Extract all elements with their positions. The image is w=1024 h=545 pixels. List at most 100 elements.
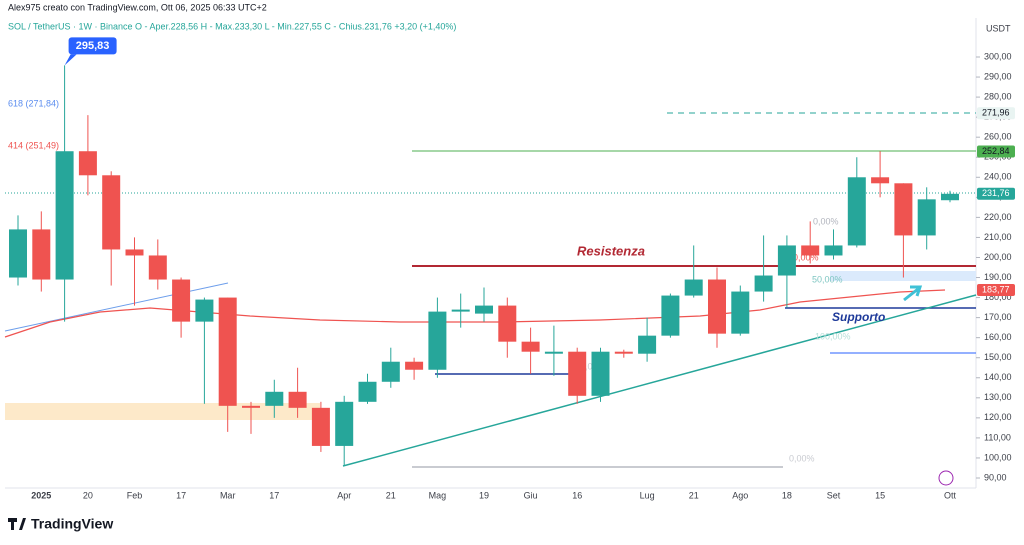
candle-body xyxy=(847,177,866,246)
candle-body xyxy=(125,249,144,256)
annotation: 618 (271,84) xyxy=(8,98,59,108)
candle-body xyxy=(824,245,843,256)
y-tick-label: 160,00 xyxy=(984,332,1012,342)
currency: USDT xyxy=(986,23,1011,33)
y-tick-label: 300,00 xyxy=(984,51,1012,61)
annotation: Supporto xyxy=(832,310,885,324)
price-label: 271,96 xyxy=(982,108,1010,118)
candle-body xyxy=(32,229,51,280)
x-tick-label: 16 xyxy=(572,490,582,500)
price-label: 231,76 xyxy=(982,188,1010,198)
y-tick-label: 90,00 xyxy=(984,472,1007,482)
x-tick-label: Mar xyxy=(220,490,236,500)
x-tick-label: Ott xyxy=(944,490,957,500)
y-tick-label: 240,00 xyxy=(984,172,1012,182)
candle-body xyxy=(917,199,936,236)
annotation: 0,00% xyxy=(813,216,839,226)
y-tick-label: 210,00 xyxy=(984,232,1012,242)
candle-body xyxy=(358,381,377,402)
x-tick-label: 15 xyxy=(875,490,885,500)
candle-body xyxy=(777,245,796,276)
annotation: 414 (251,49) xyxy=(8,140,59,150)
annotation: 50,00% xyxy=(812,274,843,284)
candle-body xyxy=(288,391,307,408)
trend-line xyxy=(342,294,977,467)
y-tick-label: 110,00 xyxy=(984,432,1011,442)
candle-body xyxy=(544,351,563,354)
candle-body xyxy=(102,175,121,250)
candle-body xyxy=(591,351,610,396)
price-label-bg xyxy=(977,284,1015,297)
candle-body xyxy=(941,193,959,201)
credit: Alex975 creato con TradingView.com, Ott … xyxy=(8,2,267,12)
candle-body xyxy=(614,351,633,354)
x-tick-label: Giu xyxy=(524,490,538,500)
candle-body xyxy=(638,335,657,354)
candle-body xyxy=(195,299,214,322)
candle-body xyxy=(498,305,517,342)
candle-body xyxy=(801,245,820,256)
icon xyxy=(938,470,954,486)
y-tick-label: 140,00 xyxy=(984,372,1012,382)
candle-body xyxy=(265,391,284,406)
x-tick-label: 21 xyxy=(386,490,396,500)
candle-body xyxy=(335,401,354,446)
x-tick-label: 21 xyxy=(689,490,699,500)
y-tick-label: 170,00 xyxy=(984,312,1012,322)
x-tick-label: Apr xyxy=(337,490,351,500)
candle-body xyxy=(661,295,680,336)
candle-body xyxy=(78,151,97,176)
x-tick-label: 19 xyxy=(479,490,489,500)
candle-body xyxy=(55,151,74,280)
brand: TradingView xyxy=(31,516,113,532)
candle-body xyxy=(148,255,167,280)
moving-average xyxy=(4,289,946,338)
annotation: 0,00% xyxy=(789,453,815,463)
candle-body xyxy=(754,275,773,292)
candle-body xyxy=(9,229,27,278)
candle-body xyxy=(218,297,237,406)
zone xyxy=(5,403,320,420)
price-label-bg xyxy=(977,145,1015,158)
candle-body xyxy=(521,341,540,352)
price-label-bg xyxy=(977,107,1015,120)
high-callout-label: 295,83 xyxy=(76,40,110,52)
annotation: 50,00% xyxy=(575,361,606,371)
y-tick-label: 130,00 xyxy=(984,392,1012,402)
drawings xyxy=(4,112,977,468)
candle-body xyxy=(871,177,890,184)
candle-body xyxy=(731,291,750,334)
header: SOL / TetherUS · 1W · Binance O - Aper.2… xyxy=(8,21,456,31)
candle-body xyxy=(894,183,913,236)
x-tick-label: Feb xyxy=(127,490,143,500)
y-tick-label: 180,00 xyxy=(984,292,1012,302)
arrow xyxy=(903,285,923,302)
x-tick-label: Mag xyxy=(429,490,447,500)
x-tick-label: Set xyxy=(827,490,841,500)
annotation: 100,00% xyxy=(815,331,851,341)
y-tick-label: 200,00 xyxy=(984,252,1012,262)
y-tick-label: 280,00 xyxy=(984,91,1012,101)
x-tick-label: 17 xyxy=(176,490,186,500)
candle-body xyxy=(428,311,447,370)
x-tick-label: 18 xyxy=(782,490,792,500)
candle-body xyxy=(684,279,703,296)
x-tick-label: Ago xyxy=(732,490,748,500)
candle-body xyxy=(475,305,493,314)
candle-body xyxy=(242,405,260,408)
candle-body xyxy=(172,279,191,322)
price-label: 183,77 xyxy=(982,284,1010,294)
high-callout xyxy=(68,37,117,55)
y-tick-label: 100,00 xyxy=(984,452,1012,462)
y-tick-label: 190,00 xyxy=(984,272,1012,282)
price-label: 252,84 xyxy=(982,146,1010,156)
x-tick-label: 2025 xyxy=(31,490,51,500)
logo: TradingView xyxy=(8,516,113,532)
price-label-bg xyxy=(977,187,1015,200)
candle-body xyxy=(381,361,400,382)
y-tick-label: 150,00 xyxy=(984,352,1012,362)
x-tick-label: 20 xyxy=(83,490,93,500)
candle-body xyxy=(451,309,470,312)
callout-tail xyxy=(64,54,77,66)
candle-body xyxy=(311,407,330,446)
